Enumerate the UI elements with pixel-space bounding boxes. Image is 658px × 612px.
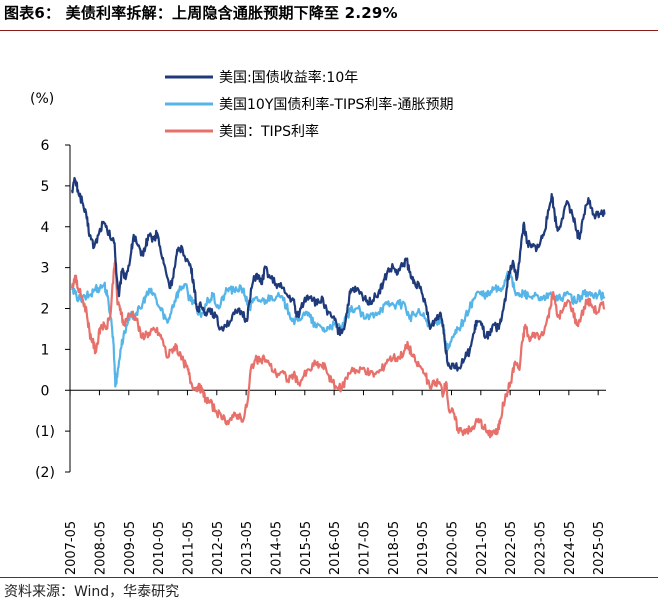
y-tick-label: 2 — [41, 302, 50, 318]
legend-label: 美国:国债收益率:10年 — [219, 69, 358, 86]
y-axis-unit-label: (%) — [30, 91, 54, 107]
x-tick-label: 2024-05 — [563, 521, 578, 575]
x-tick-label: 2010-05 — [152, 521, 167, 575]
legend: 美国:国债收益率:10年美国10Y国债利率-TIPS利率-通胀预期美国：TIPS… — [165, 69, 453, 140]
y-tick-label: (1) — [35, 424, 55, 440]
y-tick-label: 6 — [41, 138, 50, 154]
x-tick-label: 2008-05 — [93, 521, 108, 575]
x-tick-label: 2019-05 — [416, 521, 431, 575]
y-tick-label: 4 — [41, 220, 50, 236]
x-tick-label: 2013-05 — [240, 521, 255, 575]
title-divider — [0, 30, 658, 31]
x-tick-label: 2022-05 — [504, 521, 519, 575]
series-layer — [71, 176, 606, 439]
x-tick-label: 2018-05 — [387, 521, 402, 575]
source-note: 资料来源：Wind，华泰研究 — [4, 584, 180, 600]
y-tick-label: 3 — [41, 261, 50, 277]
x-tick-label: 2014-05 — [269, 521, 284, 575]
y-tick-label: 0 — [41, 383, 50, 399]
y-tick-label: 1 — [41, 342, 50, 358]
x-tick-label: 2011-05 — [181, 521, 196, 575]
x-tick-label: 2023-05 — [534, 521, 549, 575]
x-tick-label: 2025-05 — [592, 521, 607, 575]
legend-label: 美国：TIPS利率 — [219, 123, 319, 140]
axes-layer: (%) 6 5 4 3 2 1 0 (1) (2) 2007-05 2008-05 2009-05 201… — [30, 91, 607, 575]
series-line — [71, 269, 606, 388]
chart-title: 图表6： 美债利率拆解：上周隐含通胀预期下降至 2.29% — [4, 4, 398, 22]
x-tick-label: 2016-05 — [328, 521, 343, 575]
x-tick-label: 2009-05 — [123, 521, 138, 575]
x-tick-label: 2021-05 — [475, 521, 490, 575]
source-divider — [0, 577, 658, 578]
x-tick-label: 2012-05 — [211, 521, 226, 575]
x-tick-label: 2007-05 — [64, 521, 79, 575]
legend-label: 美国10Y国债利率-TIPS利率-通胀预期 — [219, 96, 453, 113]
series-line — [71, 259, 606, 439]
x-tick-label: 2015-05 — [299, 521, 314, 575]
x-tick-label: 2020-05 — [445, 521, 460, 575]
y-tick-label: 5 — [41, 179, 50, 195]
series-line — [71, 176, 606, 372]
y-tick-label: (2) — [35, 465, 55, 481]
x-tick-label: 2017-05 — [357, 521, 372, 575]
